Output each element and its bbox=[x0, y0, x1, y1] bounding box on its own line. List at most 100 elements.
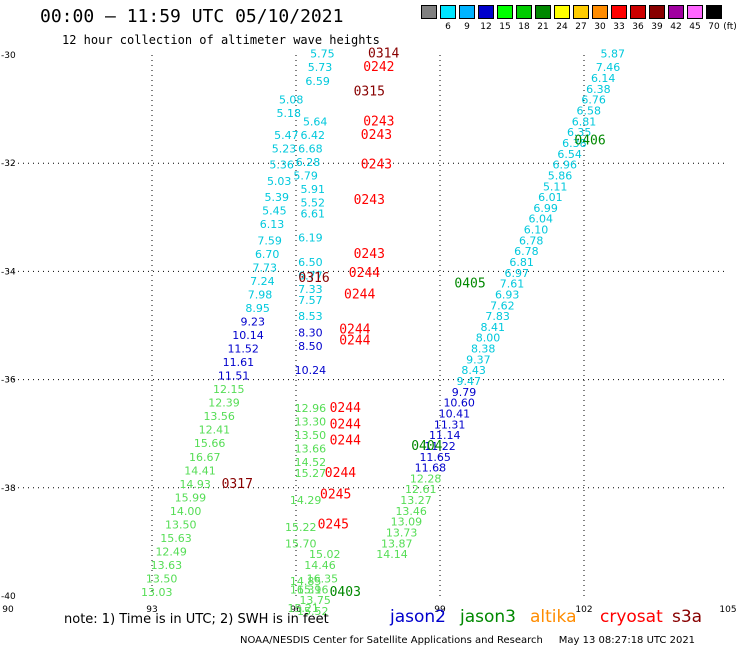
wave-height-point: 13.87 bbox=[381, 537, 413, 550]
wave-height-point: 5.11 bbox=[543, 180, 568, 193]
legend-label: 27 bbox=[575, 22, 587, 32]
wave-height-point: 8.50 bbox=[298, 340, 323, 353]
legend-label: 30 bbox=[594, 22, 606, 32]
wave-height-point: 5.64 bbox=[303, 115, 328, 128]
wave-height-point: 13.66 bbox=[295, 443, 327, 456]
x-tick-label: 99 bbox=[434, 605, 446, 615]
wave-height-point: 7.33 bbox=[298, 283, 323, 296]
wave-height-point: 14.41 bbox=[184, 464, 216, 477]
legend-unit: (ft) bbox=[723, 22, 737, 32]
wave-height-point: 13.03 bbox=[141, 586, 173, 599]
wave-height-point: 11.31 bbox=[434, 418, 466, 431]
wave-height-point: 12.61 bbox=[405, 483, 437, 496]
legend-swatch bbox=[535, 5, 551, 19]
legend-swatch bbox=[611, 5, 627, 19]
wave-height-point: 7.57 bbox=[298, 294, 323, 307]
wave-height-point: 5.45 bbox=[262, 205, 287, 218]
chart-title: 00:00 — 11:59 UTC 05/10/2021 bbox=[40, 6, 344, 27]
wave-height-point: 5.87 bbox=[601, 48, 626, 61]
wave-height-point: 5.03 bbox=[267, 175, 292, 188]
wave-height-point: 15.27 bbox=[295, 467, 327, 480]
pass-time-label: 0243 bbox=[363, 114, 394, 129]
legend-swatch bbox=[554, 5, 570, 19]
y-tick-label: -30 bbox=[1, 51, 16, 61]
footer-note: note: 1) Time is in UTC; 2) SWH is in fe… bbox=[64, 612, 329, 627]
wave-height-point: 11.22 bbox=[424, 440, 456, 453]
y-tick-label: -40 bbox=[1, 592, 16, 602]
wave-height-point: 7.62 bbox=[490, 299, 515, 312]
pass-time-label: 0243 bbox=[361, 158, 392, 173]
wave-height-point: 10.41 bbox=[439, 407, 471, 420]
legend-swatch bbox=[592, 5, 608, 19]
legend-label: 12 bbox=[480, 22, 492, 32]
wave-height-point: 12.15 bbox=[213, 383, 245, 396]
wave-height-point: 6.78 bbox=[514, 245, 539, 258]
pass-time-label: 0244 bbox=[330, 434, 361, 449]
wave-height-point: 13.56 bbox=[203, 410, 235, 423]
wave-height-point: 8.43 bbox=[461, 364, 486, 377]
pass-time-label: 0244 bbox=[349, 266, 380, 281]
wave-height-point: 6.04 bbox=[529, 213, 554, 226]
x-tick-label: 96 bbox=[290, 605, 302, 615]
wave-height-point: 14.14 bbox=[376, 548, 408, 561]
wave-height-point: 6.54 bbox=[557, 148, 582, 161]
legend-swatch bbox=[573, 5, 589, 19]
wave-height-point: 12.41 bbox=[199, 424, 231, 437]
legend-label: 6 bbox=[445, 22, 451, 32]
wave-height-point: 9.79 bbox=[452, 386, 477, 399]
wave-height-point: 5.36 bbox=[269, 159, 294, 172]
legend-swatch bbox=[440, 5, 456, 19]
wave-height-point: 8.41 bbox=[481, 321, 506, 334]
wave-height-point: 13.30 bbox=[295, 416, 327, 429]
x-tick-label: 90 bbox=[2, 605, 14, 615]
satellite-jason3: jason3 bbox=[460, 607, 516, 627]
wave-height-point: 9.23 bbox=[241, 316, 266, 329]
wave-height-point: 5.23 bbox=[272, 142, 297, 155]
legend-label: 33 bbox=[613, 22, 625, 32]
legend-swatch bbox=[516, 5, 532, 19]
wave-height-point: 13.46 bbox=[395, 505, 427, 518]
wave-height-point: 8.30 bbox=[298, 326, 323, 339]
wave-height-point: 13.50 bbox=[295, 429, 327, 442]
wave-height-point: 6.42 bbox=[301, 129, 326, 142]
pass-time-label: 0242 bbox=[363, 60, 394, 75]
pass-time-label: 0244 bbox=[330, 401, 361, 416]
pass-time-label: 0316 bbox=[298, 271, 329, 286]
legend-label: 21 bbox=[537, 22, 549, 32]
wave-height-point: 13.73 bbox=[386, 526, 418, 539]
wave-height-point: 15.02 bbox=[309, 548, 341, 561]
wave-height-point: 15.66 bbox=[194, 437, 226, 450]
chart-subtitle: 12 hour collection of altimeter wave hei… bbox=[62, 33, 380, 47]
wave-height-point: 11.65 bbox=[419, 451, 451, 464]
wave-height-point: 6.81 bbox=[572, 115, 597, 128]
wave-height-point: 5.08 bbox=[279, 94, 304, 107]
wave-height-point: 16.67 bbox=[189, 451, 221, 464]
wave-height-point: 15.63 bbox=[160, 532, 192, 545]
wave-height-point: 5.79 bbox=[293, 169, 318, 182]
wave-height-point: 5.91 bbox=[301, 183, 326, 196]
wave-height-point: 11.14 bbox=[429, 429, 461, 442]
wave-height-point: 6.97 bbox=[505, 267, 530, 280]
wave-height-point: 6.70 bbox=[255, 248, 280, 261]
wave-height-point: 6.14 bbox=[591, 72, 616, 85]
wave-height-point: 7.98 bbox=[248, 288, 273, 301]
pass-time-label: 0406 bbox=[574, 133, 605, 148]
pass-time-label: 0317 bbox=[222, 477, 253, 492]
wave-height-point: 7.61 bbox=[500, 278, 525, 291]
legend-swatch bbox=[497, 5, 513, 19]
y-tick-label: -34 bbox=[1, 267, 16, 277]
wave-height-point: 6.58 bbox=[577, 105, 602, 118]
y-tick-label: -36 bbox=[1, 376, 16, 386]
legend-label: 70 bbox=[708, 22, 720, 32]
pass-time-label: 0244 bbox=[339, 323, 370, 338]
y-tick-label: -38 bbox=[1, 484, 16, 494]
wave-height-point: 6.28 bbox=[296, 156, 321, 169]
x-tick-label: 102 bbox=[575, 605, 592, 615]
pass-time-label: 0244 bbox=[344, 287, 375, 302]
satellite-altika: altika bbox=[530, 607, 577, 627]
satellite-jason2: jason2 bbox=[390, 607, 446, 627]
wave-height-point: 6.93 bbox=[495, 288, 520, 301]
wave-height-point: 6.10 bbox=[524, 224, 549, 237]
wave-height-point: 7.46 bbox=[596, 61, 621, 74]
